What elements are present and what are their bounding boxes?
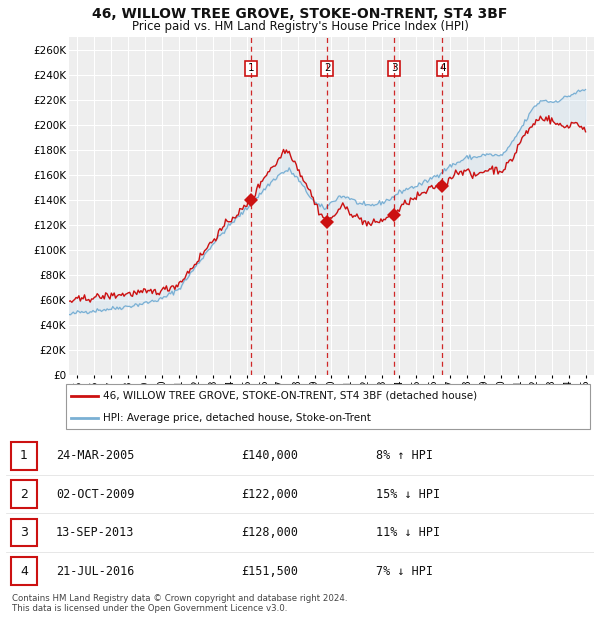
FancyBboxPatch shape <box>11 442 37 469</box>
Text: 2: 2 <box>324 63 331 74</box>
FancyBboxPatch shape <box>11 557 37 585</box>
Text: 46, WILLOW TREE GROVE, STOKE-ON-TRENT, ST4 3BF (detached house): 46, WILLOW TREE GROVE, STOKE-ON-TRENT, S… <box>103 391 477 401</box>
Text: 24-MAR-2005: 24-MAR-2005 <box>56 450 134 462</box>
Text: 13-SEP-2013: 13-SEP-2013 <box>56 526 134 539</box>
FancyBboxPatch shape <box>11 519 37 546</box>
FancyBboxPatch shape <box>65 384 590 430</box>
Text: 1: 1 <box>247 63 254 74</box>
FancyBboxPatch shape <box>11 480 37 508</box>
Text: 11% ↓ HPI: 11% ↓ HPI <box>376 526 440 539</box>
Text: 2: 2 <box>20 488 28 500</box>
Text: 02-OCT-2009: 02-OCT-2009 <box>56 488 134 500</box>
Text: 7% ↓ HPI: 7% ↓ HPI <box>376 565 433 577</box>
Text: £140,000: £140,000 <box>241 450 298 462</box>
Text: 15% ↓ HPI: 15% ↓ HPI <box>376 488 440 500</box>
Text: HPI: Average price, detached house, Stoke-on-Trent: HPI: Average price, detached house, Stok… <box>103 413 371 423</box>
Text: 46, WILLOW TREE GROVE, STOKE-ON-TRENT, ST4 3BF: 46, WILLOW TREE GROVE, STOKE-ON-TRENT, S… <box>92 7 508 22</box>
Text: 1: 1 <box>20 450 28 462</box>
Text: 3: 3 <box>20 526 28 539</box>
Text: 3: 3 <box>391 63 397 74</box>
Text: £128,000: £128,000 <box>241 526 298 539</box>
Text: 4: 4 <box>439 63 446 74</box>
Text: 4: 4 <box>20 565 28 577</box>
Text: £122,000: £122,000 <box>241 488 298 500</box>
Text: 21-JUL-2016: 21-JUL-2016 <box>56 565 134 577</box>
Text: Price paid vs. HM Land Registry's House Price Index (HPI): Price paid vs. HM Land Registry's House … <box>131 20 469 33</box>
Text: Contains HM Land Registry data © Crown copyright and database right 2024.
This d: Contains HM Land Registry data © Crown c… <box>12 594 347 613</box>
Text: £151,500: £151,500 <box>241 565 298 577</box>
Text: 8% ↑ HPI: 8% ↑ HPI <box>376 450 433 462</box>
